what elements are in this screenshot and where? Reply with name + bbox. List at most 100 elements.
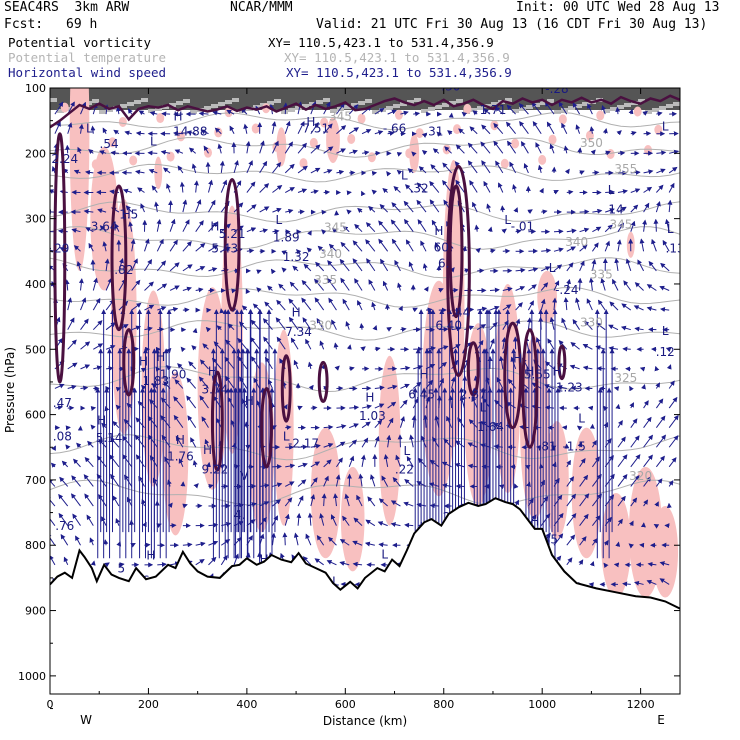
wind-vector — [67, 317, 75, 330]
wind-vector — [122, 454, 133, 468]
wind-vector — [346, 209, 352, 215]
wind-vector — [442, 162, 452, 174]
theta-label: 335 — [590, 268, 613, 282]
wind-vector — [272, 499, 281, 507]
center-name: NCAR/MMM — [230, 0, 293, 15]
wind-vector — [447, 130, 453, 136]
wind-vector — [500, 205, 506, 213]
wind-vector — [512, 184, 517, 193]
wind-vector — [302, 317, 312, 330]
wind-vector — [643, 416, 652, 428]
wind-vector — [654, 501, 659, 507]
wind-vector — [505, 121, 517, 135]
wind-vector — [195, 199, 202, 213]
field-annotation: -.01 — [511, 219, 534, 233]
wind-vector — [256, 287, 262, 293]
wind-vector — [592, 226, 602, 233]
wind-vector — [616, 239, 622, 252]
wind-vector — [78, 278, 84, 291]
wind-vector — [591, 537, 598, 546]
east-label: E — [657, 713, 665, 727]
wind-vector — [156, 260, 167, 272]
west-label: W — [80, 713, 92, 727]
forecast-hour: 69 h — [66, 17, 98, 32]
field-annotation: -.28 — [545, 82, 568, 96]
pv-contour — [223, 177, 241, 312]
wind-vector — [102, 241, 108, 252]
wind-vector — [270, 532, 276, 546]
wind-vector — [259, 483, 270, 489]
field-annotation: 4. — [234, 508, 245, 522]
wind-vector — [148, 434, 158, 448]
stratosphere-texture — [50, 98, 57, 102]
pv-fill-spot — [558, 114, 567, 125]
wind-vector — [80, 101, 87, 115]
field-annotation: L — [381, 547, 388, 561]
wind-vector — [665, 347, 672, 353]
wind-vector — [297, 142, 307, 154]
wind-vector — [314, 558, 324, 566]
wind-vector — [71, 228, 81, 233]
wind-vector — [336, 424, 347, 429]
wind-vector — [434, 241, 440, 252]
wind-vector — [161, 111, 171, 117]
wind-vector — [502, 286, 513, 292]
field-annotation: H — [260, 553, 269, 567]
wind-vector — [630, 220, 636, 232]
wind-vector — [67, 362, 78, 370]
wind-vector — [369, 474, 376, 487]
pv-contour — [521, 328, 539, 449]
pv-fill-region — [378, 355, 401, 526]
wind-vector — [342, 225, 350, 233]
field-annotation: H — [173, 110, 182, 124]
wind-vector — [327, 260, 337, 272]
wind-vector — [225, 339, 235, 350]
wind-vector — [64, 279, 70, 291]
wind-vector — [553, 190, 559, 195]
wind-vector — [630, 170, 641, 176]
wind-vector — [135, 130, 145, 136]
wind-vector — [335, 474, 341, 487]
wind-vector — [285, 187, 295, 193]
wind-vector — [544, 405, 555, 411]
wind-vector — [639, 238, 645, 252]
wind-vector — [576, 425, 583, 431]
pv-contour — [122, 328, 136, 397]
wind-vector — [549, 316, 555, 330]
wind-vector — [621, 303, 632, 311]
wind-vector — [604, 224, 613, 233]
wind-vector — [349, 149, 358, 155]
wind-vector — [187, 415, 197, 428]
wind-vector — [340, 277, 350, 291]
wind-vector — [383, 454, 389, 467]
wind-vector — [428, 482, 439, 488]
wind-vector — [630, 475, 640, 487]
y-tick-label: 1000 — [18, 670, 46, 683]
wind-vector — [489, 287, 500, 293]
wind-vector — [263, 336, 273, 350]
wind-vector — [587, 103, 593, 115]
x-tick-label: 200 — [138, 698, 159, 711]
pv-fill-spot — [118, 116, 127, 127]
wind-vector — [336, 125, 347, 135]
wind-vector — [480, 443, 491, 449]
wind-vector — [403, 501, 414, 507]
wind-vector — [589, 126, 595, 134]
wind-vector — [615, 106, 621, 115]
wind-vector — [241, 305, 248, 311]
wind-vector — [563, 297, 569, 311]
wind-vector — [173, 396, 184, 409]
pv-contour — [210, 370, 224, 472]
wind-vector — [656, 150, 667, 156]
wind-vector — [597, 299, 606, 311]
wind-vector — [579, 170, 585, 175]
wind-vector — [135, 169, 145, 175]
wind-vector — [317, 245, 324, 252]
wind-vector — [90, 560, 96, 566]
wind-vector — [84, 456, 94, 468]
wind-vector — [297, 462, 308, 468]
wind-vector — [654, 365, 660, 372]
wind-vector — [75, 535, 81, 546]
wind-vector — [96, 455, 107, 468]
wind-vector — [195, 242, 206, 252]
